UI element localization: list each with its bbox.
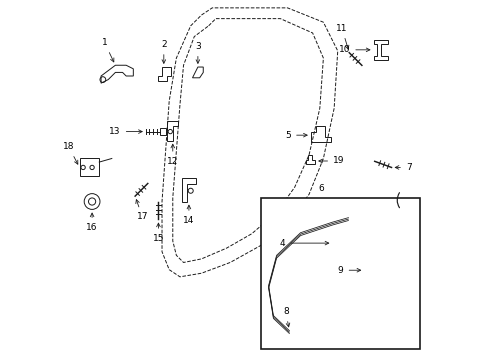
Text: 15: 15 [152,223,164,243]
Text: 13: 13 [109,127,142,136]
Text: 5: 5 [285,131,306,140]
Text: 19: 19 [318,157,344,166]
Text: 17: 17 [136,200,148,221]
Text: 3: 3 [195,42,201,63]
Text: 12: 12 [167,144,178,166]
Text: 8: 8 [283,307,289,327]
Text: 6: 6 [318,184,324,193]
Text: 16: 16 [86,213,98,232]
Text: 9: 9 [337,266,360,275]
Text: 7: 7 [394,163,411,172]
Text: 2: 2 [161,40,166,63]
Text: 14: 14 [183,205,194,225]
Text: 1: 1 [102,38,114,62]
Text: 18: 18 [63,142,78,164]
Text: 11: 11 [336,24,348,49]
Text: 10: 10 [338,45,369,54]
Text: 4: 4 [279,239,328,248]
Bar [260,198,419,348]
